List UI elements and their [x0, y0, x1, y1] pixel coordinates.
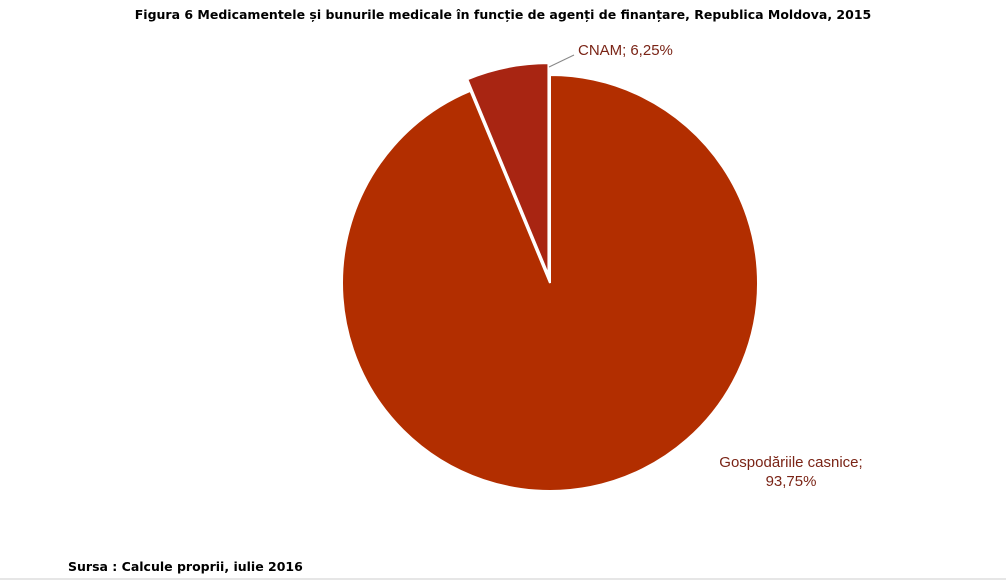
source-note: Sursa : Calcule proprii, iulie 2016	[68, 559, 303, 574]
pie-slice	[466, 62, 550, 276]
value-label: 93,75%	[766, 473, 817, 490]
leader-line	[548, 54, 575, 68]
pie	[341, 62, 759, 492]
chart-title: Figura 6 Medicamentele și bunurile medic…	[135, 7, 871, 22]
value-label: 6,25%	[630, 42, 673, 59]
category-label: Gospodăriile casnice;	[719, 454, 862, 471]
slice-label: CNAM; 6,25%	[578, 42, 673, 59]
pie-slice	[341, 73, 759, 492]
slice-label: Gospodăriile casnice; 93,75%	[719, 454, 862, 490]
category-label: CNAM;	[578, 42, 626, 59]
